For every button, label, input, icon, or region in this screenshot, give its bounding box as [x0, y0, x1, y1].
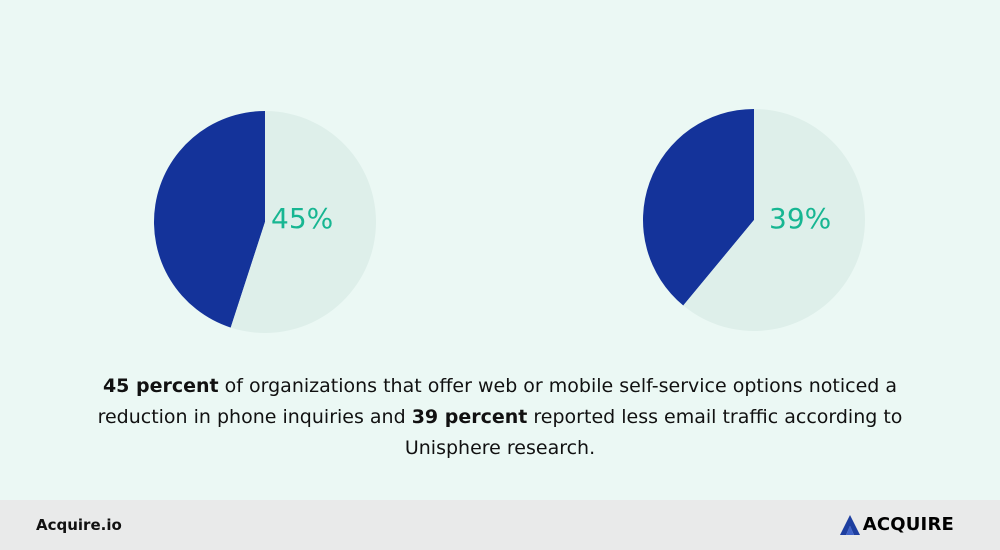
pie-slice-39-percent	[643, 109, 754, 306]
pie-slice-remaining-61-percent	[683, 109, 866, 331]
caption-text-part-2: reported less email traffic according to…	[404, 406, 903, 459]
acquire-logo-icon	[839, 515, 860, 535]
pie-chart-45: 45%	[153, 110, 377, 334]
caption-text-part-1: of organizations that offer web or mobil…	[97, 375, 898, 428]
pie-slice-45-percent	[153, 111, 265, 328]
acquire-logo-text: ACQUIRE	[862, 514, 954, 535]
caption-bold-45-percent: 45 percent	[102, 375, 219, 397]
footer-bar: Acquire.io ACQUIRE	[0, 500, 1000, 550]
pie-chart-45-svg	[153, 111, 376, 333]
caption-bold-39-percent: 39 percent	[411, 406, 528, 428]
pie-chart-39-svg	[643, 109, 866, 331]
footer-site-name: Acquire.io	[36, 516, 122, 534]
pie-chart-39: 39%	[642, 108, 866, 332]
caption-text: 45 percent of organizations that offer w…	[60, 371, 940, 464]
infographic-main: 45% 39% 45 percent of organizations that…	[60, 108, 940, 464]
pie-chart-45-value-label: 45%	[271, 202, 334, 235]
pie-slice-remaining-55-percent	[230, 111, 376, 333]
acquire-logo: ACQUIRE	[839, 514, 954, 536]
pie-chart-39-value-label: 39%	[769, 202, 832, 235]
